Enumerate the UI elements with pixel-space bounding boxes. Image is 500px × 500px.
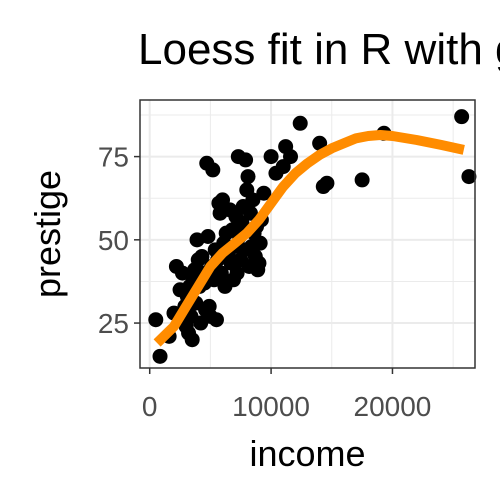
data-point xyxy=(184,332,200,348)
x-tick-label: 20000 xyxy=(354,391,432,422)
data-point xyxy=(245,192,261,208)
panel-border xyxy=(139,99,476,369)
data-point xyxy=(229,265,245,281)
data-point xyxy=(213,265,229,281)
data-point xyxy=(319,175,335,191)
data-point xyxy=(312,135,328,151)
y-tick-label: 25 xyxy=(98,308,129,339)
data-point xyxy=(148,312,164,328)
x-tick-label: 10000 xyxy=(232,391,310,422)
x-axis-title: income xyxy=(249,433,365,474)
data-point xyxy=(238,152,254,168)
data-point xyxy=(461,169,477,185)
plot-panel xyxy=(139,99,477,369)
data-point xyxy=(234,215,250,231)
data-point xyxy=(174,265,190,281)
data-point xyxy=(283,149,299,165)
x-axis: 0 10000 20000 xyxy=(142,368,431,422)
data-point xyxy=(240,169,256,185)
data-point xyxy=(454,109,470,125)
y-tick-label: 50 xyxy=(98,225,129,256)
loess-fit-line xyxy=(153,130,465,347)
data-point xyxy=(200,228,216,244)
data-point xyxy=(354,172,370,188)
data-point xyxy=(152,348,168,364)
data-point xyxy=(263,149,279,165)
y-axis-title: prestige xyxy=(27,170,68,298)
data-point xyxy=(194,248,210,264)
scatter-points xyxy=(148,109,477,364)
y-tick-label: 75 xyxy=(98,142,129,173)
data-point xyxy=(292,115,308,131)
x-tick-label: 0 xyxy=(142,391,158,422)
data-point xyxy=(256,185,272,201)
y-axis: 25 50 75 xyxy=(98,142,140,339)
data-point xyxy=(208,312,224,328)
data-point xyxy=(251,255,267,271)
chart-title: Loess fit in R with ggplot2 xyxy=(138,25,500,74)
data-point xyxy=(252,235,268,251)
data-point xyxy=(242,205,258,221)
data-point xyxy=(205,162,221,178)
